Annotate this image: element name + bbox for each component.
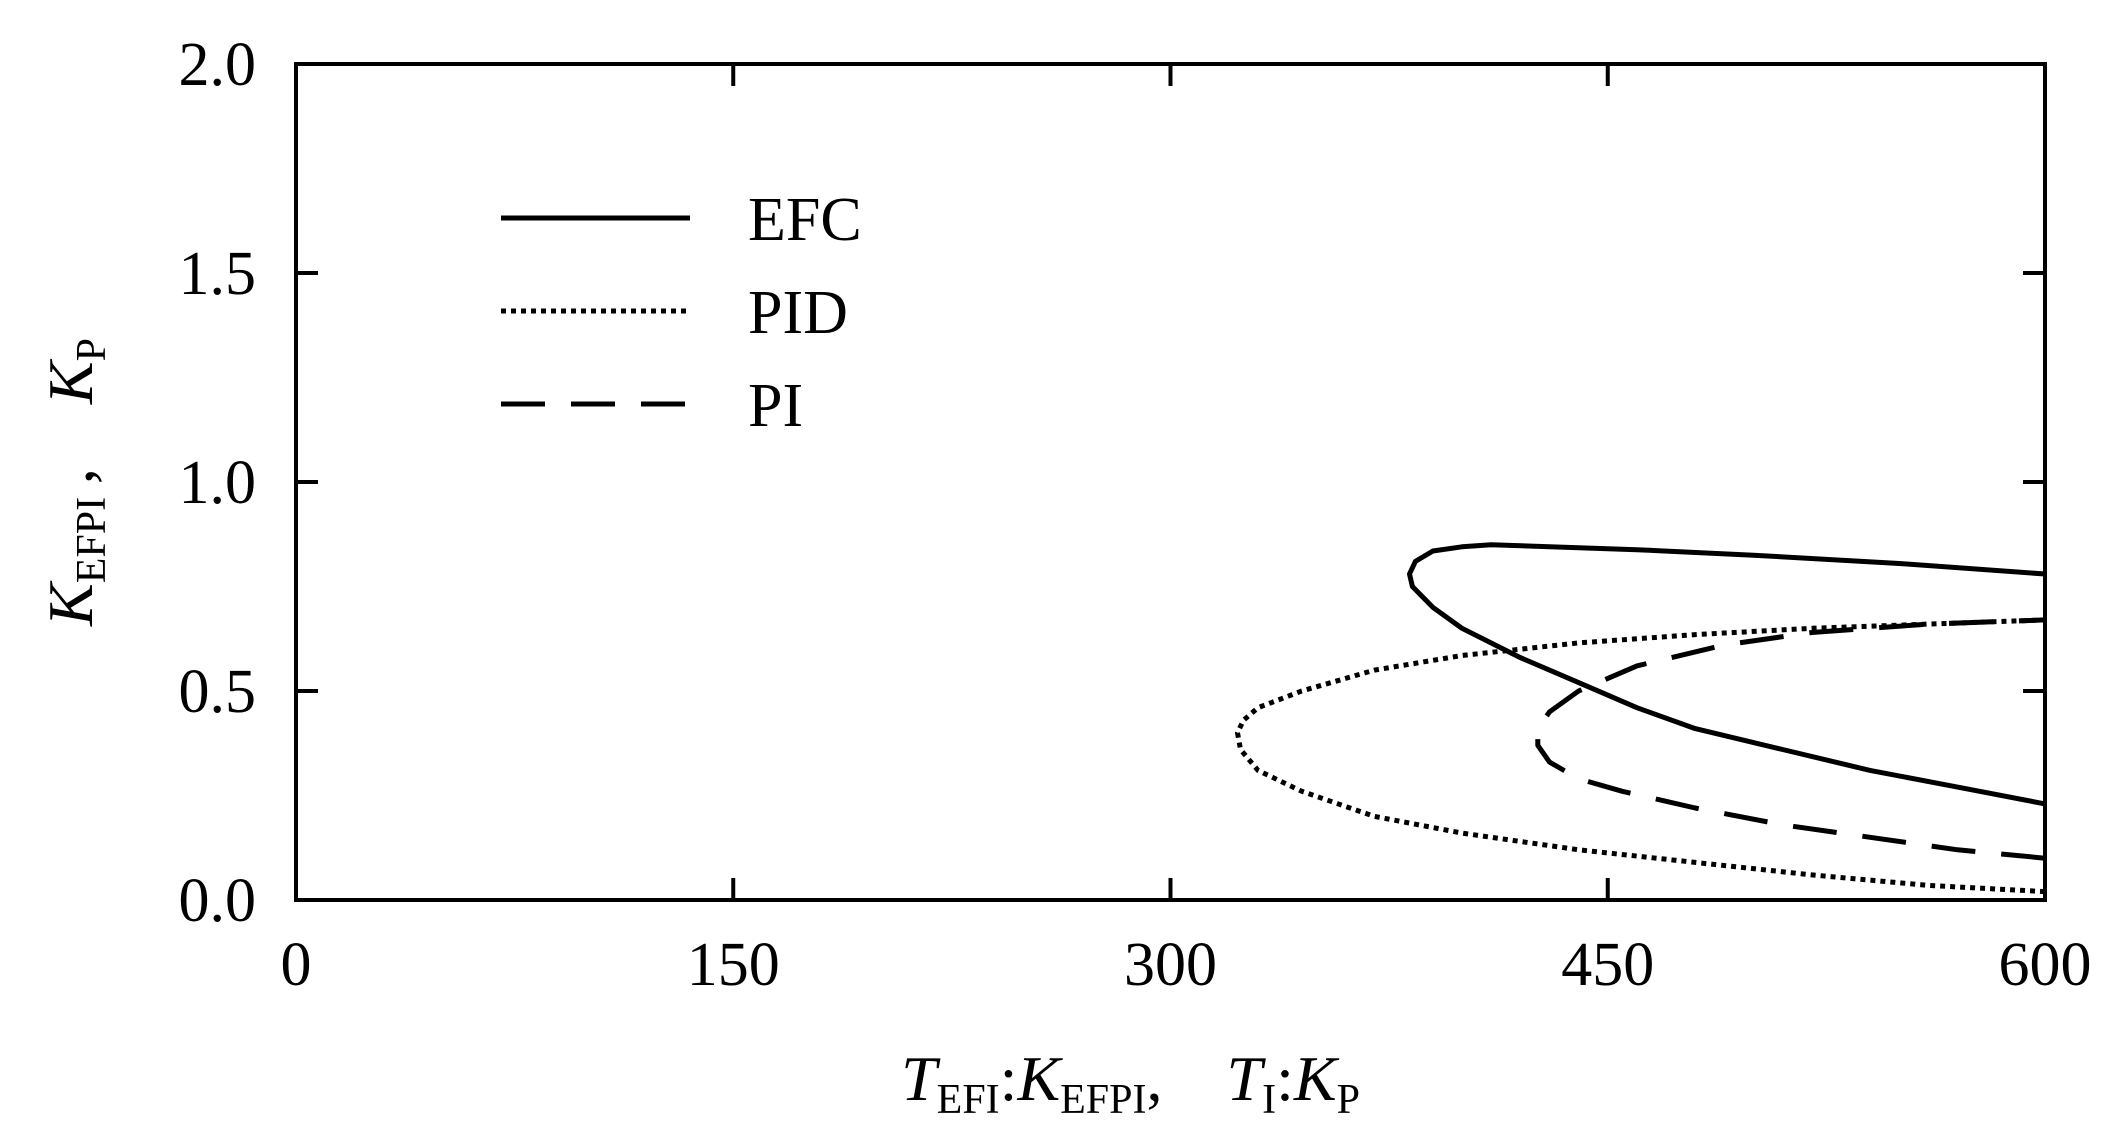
legend-label-efc: EFC bbox=[748, 186, 862, 254]
x-tick-label: 0 bbox=[281, 931, 312, 999]
legend-label-pi: PI bbox=[748, 372, 803, 440]
x-tick-label: 150 bbox=[687, 931, 780, 999]
series-line-pid bbox=[1235, 617, 2046, 895]
y-tick-label: 1.5 bbox=[179, 240, 257, 308]
plot-frame bbox=[294, 62, 2047, 902]
legend: EFC PID PI bbox=[501, 186, 862, 440]
series-layer bbox=[1235, 542, 2046, 895]
x-tick-label: 600 bbox=[1999, 931, 2092, 999]
x-axis-title: TEFI​:KEFPI​, TI​:KP​ bbox=[901, 1043, 1360, 1123]
y-tick-label: 2.0 bbox=[179, 31, 257, 99]
x-tick-label: 300 bbox=[1124, 931, 1217, 999]
y-tick-label: 0.0 bbox=[179, 867, 257, 935]
y-axis-title: KEFPI​ , KP​ bbox=[35, 338, 115, 627]
legend-label-pid: PID bbox=[748, 279, 848, 347]
series-line-pi bbox=[1535, 617, 2046, 861]
y-tick-label: 0.5 bbox=[179, 658, 257, 726]
x-tick-label: 450 bbox=[1561, 931, 1654, 999]
axis-ticks bbox=[294, 62, 2047, 902]
series-line-efc bbox=[1407, 542, 2046, 807]
tick-labels: 0 150 300 450 600 0.0 0.5 1.0 1.5 2.0 bbox=[179, 31, 2092, 999]
y-tick-label: 1.0 bbox=[179, 449, 257, 517]
